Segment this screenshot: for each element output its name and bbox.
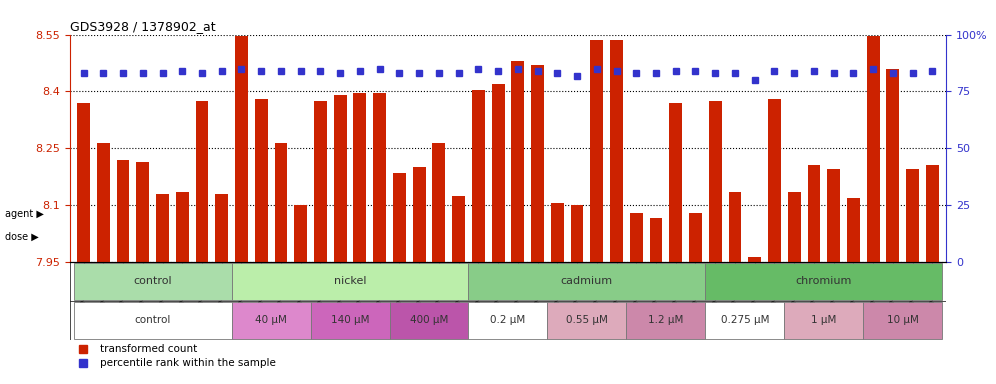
Bar xyxy=(886,69,899,262)
Bar xyxy=(591,40,604,262)
Bar xyxy=(314,101,327,262)
Bar xyxy=(847,197,860,262)
Bar xyxy=(669,103,682,262)
Bar xyxy=(255,99,268,262)
Bar xyxy=(748,257,761,262)
Text: 1 μM: 1 μM xyxy=(811,315,837,325)
Bar xyxy=(689,213,702,262)
Bar xyxy=(788,192,801,262)
Text: control: control xyxy=(133,276,172,286)
Text: 0.2 μM: 0.2 μM xyxy=(490,315,526,325)
Bar xyxy=(156,194,169,262)
Bar xyxy=(334,95,347,262)
Bar xyxy=(649,218,662,262)
Bar xyxy=(412,167,425,262)
Bar xyxy=(548,302,626,339)
Text: 0.275 μM: 0.275 μM xyxy=(720,315,769,325)
Text: agent ▶: agent ▶ xyxy=(5,209,44,219)
Text: 1.2 μM: 1.2 μM xyxy=(648,315,683,325)
Bar xyxy=(215,194,228,262)
Bar xyxy=(232,302,311,339)
Bar xyxy=(294,205,307,262)
Text: transformed count: transformed count xyxy=(101,344,197,354)
Bar xyxy=(393,173,405,262)
Text: percentile rank within the sample: percentile rank within the sample xyxy=(101,358,276,368)
Text: nickel: nickel xyxy=(334,276,367,286)
Text: 10 μM: 10 μM xyxy=(886,315,918,325)
Bar xyxy=(354,93,367,262)
Bar xyxy=(232,263,468,300)
Bar xyxy=(611,40,622,262)
Bar xyxy=(828,169,840,262)
Bar xyxy=(389,302,468,339)
Bar xyxy=(472,89,485,262)
Bar xyxy=(705,302,784,339)
Text: control: control xyxy=(134,315,171,325)
Text: GDS3928 / 1378902_at: GDS3928 / 1378902_at xyxy=(70,20,215,33)
Bar xyxy=(551,203,564,262)
Text: 40 μM: 40 μM xyxy=(255,315,287,325)
Bar xyxy=(511,61,524,262)
Bar xyxy=(531,65,544,262)
Text: 0.55 μM: 0.55 μM xyxy=(566,315,608,325)
Bar xyxy=(468,263,705,300)
Bar xyxy=(768,99,781,262)
Bar xyxy=(176,192,188,262)
Bar xyxy=(906,169,919,262)
Bar xyxy=(117,160,129,262)
Bar xyxy=(195,101,208,262)
Bar xyxy=(705,263,942,300)
Bar xyxy=(808,166,821,262)
Text: chromium: chromium xyxy=(796,276,852,286)
Text: 140 μM: 140 μM xyxy=(331,315,370,325)
Bar xyxy=(492,84,505,262)
Bar xyxy=(626,302,705,339)
Bar xyxy=(97,142,110,262)
Bar xyxy=(77,103,90,262)
Bar xyxy=(311,302,389,339)
Bar xyxy=(709,101,722,262)
Bar xyxy=(629,213,642,262)
Bar xyxy=(74,302,232,339)
Text: 400 μM: 400 μM xyxy=(409,315,448,325)
Text: dose ▶: dose ▶ xyxy=(5,231,39,241)
Bar xyxy=(136,162,149,262)
Bar xyxy=(374,93,386,262)
Bar xyxy=(275,142,288,262)
Bar xyxy=(864,302,942,339)
Bar xyxy=(235,36,248,262)
Bar xyxy=(571,205,584,262)
Bar xyxy=(432,142,445,262)
Text: cadmium: cadmium xyxy=(561,276,613,286)
Bar xyxy=(728,192,741,262)
Bar xyxy=(452,196,465,262)
Bar xyxy=(784,302,864,339)
Bar xyxy=(74,263,232,300)
Bar xyxy=(468,302,548,339)
Bar xyxy=(926,166,939,262)
Bar xyxy=(867,36,879,262)
